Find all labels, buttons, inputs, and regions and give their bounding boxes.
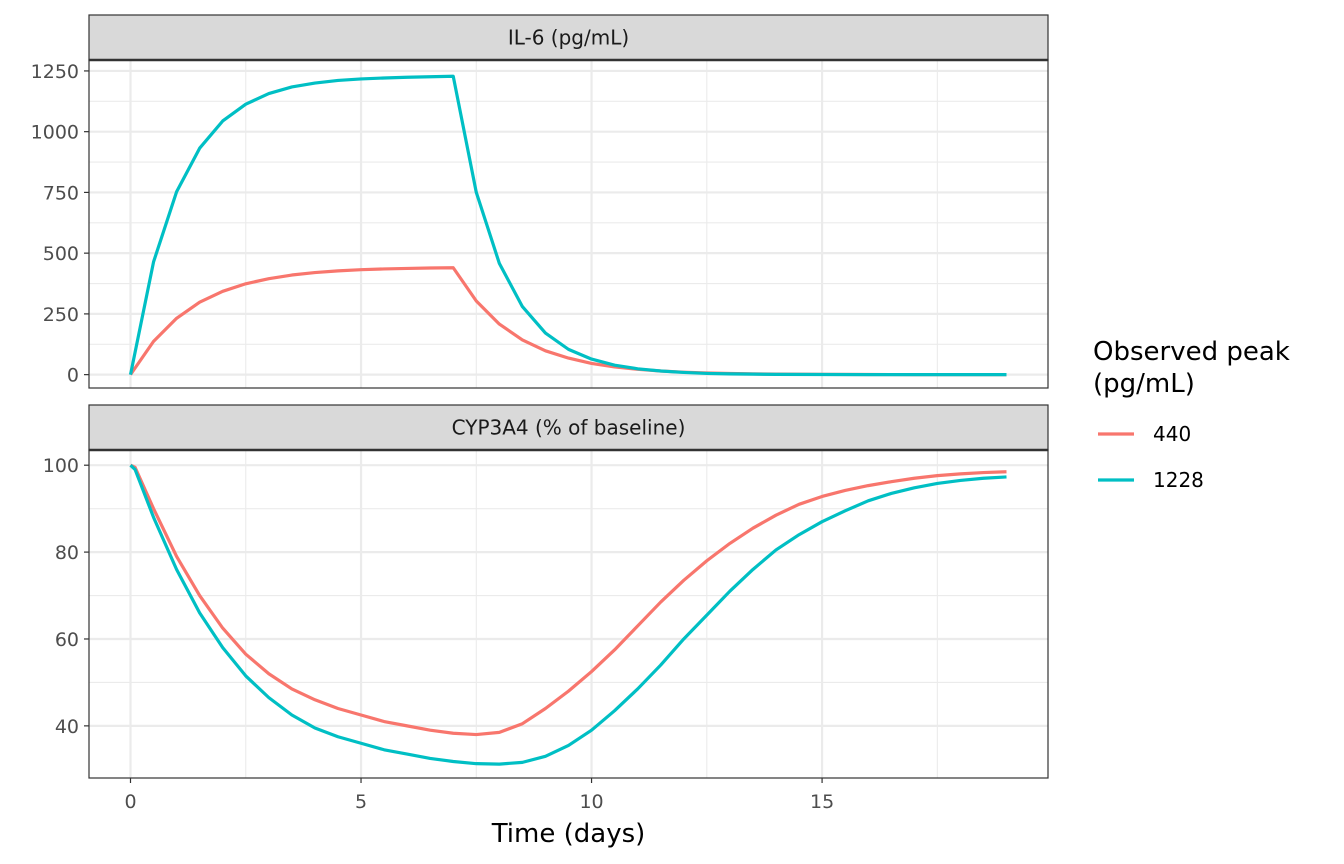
panel-2: CYP3A4 (% of baseline) 40 60 80 100 [43,404,1049,779]
x-axis-title: Time (days) [491,819,646,849]
y-axis: 0 250 500 750 1000 1250 [31,61,89,387]
x-tick-label: 15 [810,791,834,813]
y-tick-label: 0 [67,365,79,387]
series-line-1228 [128,74,1007,377]
y-tick-label: 40 [55,716,79,738]
y-tick-label: 750 [43,182,79,204]
y-tick-label: 60 [55,629,79,651]
series-line-440 [129,463,1007,737]
panel-background [89,450,1048,778]
y-tick-label: 1000 [31,122,79,144]
y-tick-label: 1250 [31,61,79,83]
x-tick-label: 0 [124,791,136,813]
y-tick-label: 80 [55,542,79,564]
panel-1: IL-6 (pg/mL) 0 250 500 750 1000 1250 [31,14,1049,389]
strip-title: CYP3A4 (% of baseline) [452,416,686,440]
x-axis: 0 5 10 15 [124,778,834,813]
legend-label: 1228 [1153,468,1204,492]
x-tick-label: 5 [355,791,367,813]
legend-title: Observed peak [1093,337,1290,367]
x-tick-label: 10 [579,791,603,813]
legend-label: 440 [1153,422,1191,446]
y-tick-label: 100 [43,455,79,477]
series-line-1228 [129,464,1007,766]
y-tick-label: 250 [43,304,79,326]
strip-background [88,14,1049,61]
y-axis: 40 60 80 100 [43,455,89,738]
strip-title: IL-6 (pg/mL) [508,26,629,50]
chart-panels: IL-6 (pg/mL) 0 250 500 750 1000 1250 CYP3A4 (% … [31,14,1049,779]
panel-background [89,60,1048,388]
panel-gridlines [89,450,1048,778]
legend: Observed peak(pg/mL) 440 1228 [1093,337,1290,492]
legend-title: (pg/mL) [1093,369,1195,399]
y-tick-label: 500 [43,243,79,265]
